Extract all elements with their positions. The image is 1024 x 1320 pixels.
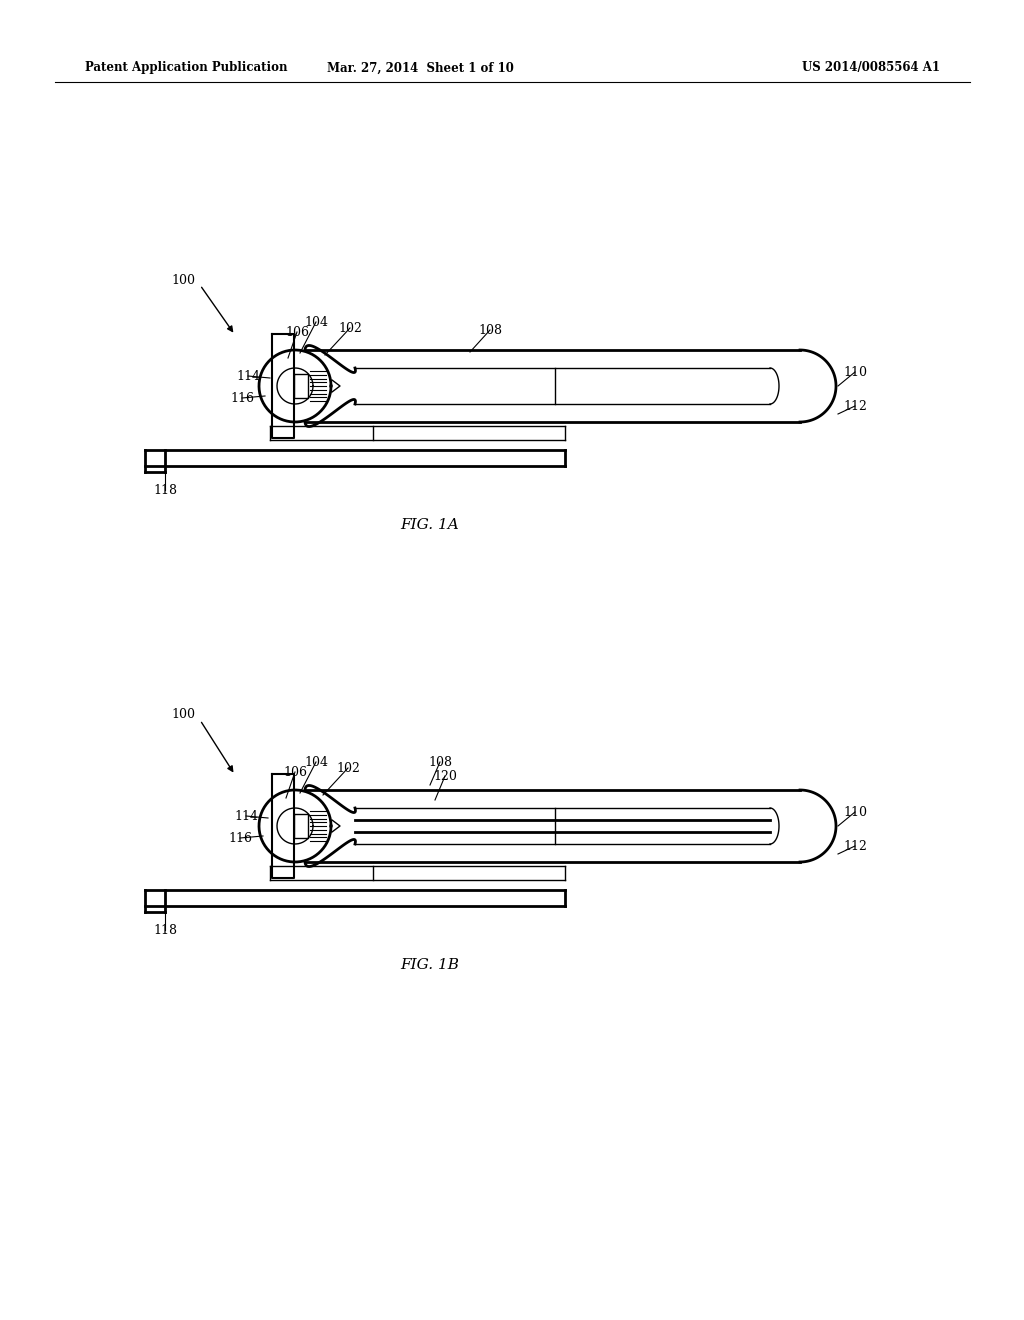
- Text: 102: 102: [336, 762, 360, 775]
- Text: 112: 112: [843, 840, 867, 853]
- Text: 110: 110: [843, 366, 867, 379]
- Text: 106: 106: [285, 326, 309, 338]
- Text: Patent Application Publication: Patent Application Publication: [85, 62, 288, 74]
- Text: 104: 104: [304, 315, 328, 329]
- Text: 110: 110: [843, 805, 867, 818]
- Text: FIG. 1A: FIG. 1A: [400, 517, 460, 532]
- Text: 116: 116: [228, 832, 252, 845]
- Text: US 2014/0085564 A1: US 2014/0085564 A1: [802, 62, 940, 74]
- Text: 100: 100: [171, 709, 195, 722]
- Text: 112: 112: [843, 400, 867, 412]
- Text: 102: 102: [338, 322, 361, 334]
- Text: Mar. 27, 2014  Sheet 1 of 10: Mar. 27, 2014 Sheet 1 of 10: [327, 62, 513, 74]
- Text: 120: 120: [433, 770, 457, 783]
- Text: FIG. 1B: FIG. 1B: [400, 958, 460, 972]
- Text: 114: 114: [234, 809, 258, 822]
- Text: 118: 118: [153, 924, 177, 936]
- Text: 106: 106: [283, 766, 307, 779]
- Text: 100: 100: [171, 273, 195, 286]
- Text: 108: 108: [428, 755, 452, 768]
- Text: 108: 108: [478, 323, 502, 337]
- Text: 114: 114: [236, 370, 260, 383]
- Text: 118: 118: [153, 483, 177, 496]
- Text: 116: 116: [230, 392, 254, 404]
- Text: 104: 104: [304, 755, 328, 768]
